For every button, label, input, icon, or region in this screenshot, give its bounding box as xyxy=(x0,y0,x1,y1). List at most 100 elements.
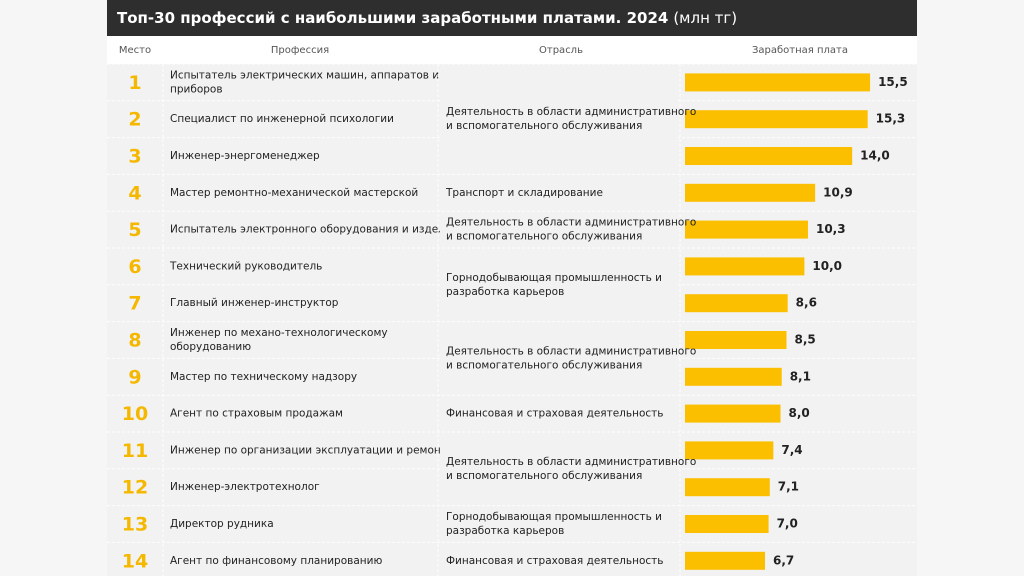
value-label: 8,0 xyxy=(789,406,810,420)
industry-cell xyxy=(440,543,678,576)
industry: Деятельность в области административного… xyxy=(446,217,700,243)
profession: Главный инженер-инструктор xyxy=(170,297,339,309)
value-label: 10,9 xyxy=(823,185,853,199)
rank: 8 xyxy=(128,330,141,352)
value-label: 15,5 xyxy=(878,75,908,89)
value-label: 8,1 xyxy=(790,369,811,383)
column-header: Профессия xyxy=(271,45,329,56)
industry-cell xyxy=(440,506,678,542)
industry: Деятельность в области административного… xyxy=(446,345,700,371)
text-line: Деятельность в области административного xyxy=(446,456,700,468)
profession: Инженер по механо-технологическому обору… xyxy=(170,327,391,353)
text-line: разработка карьеров xyxy=(446,525,564,537)
profession: Испытатель электронного оборудования и и… xyxy=(170,224,459,236)
chart-title: Топ-30 профессий с наибольшими заработны… xyxy=(117,9,668,27)
value-label: 8,5 xyxy=(794,333,815,347)
text-line: и вспомогательного обслуживания xyxy=(446,470,642,482)
industry: Деятельность в области административного… xyxy=(446,106,700,132)
bar xyxy=(685,257,805,276)
industry: Горнодобывающая промышленность и разрабо… xyxy=(446,272,665,298)
profession: Агент по страховым продажам xyxy=(170,408,343,420)
rank: 4 xyxy=(128,182,141,204)
bar xyxy=(685,294,788,313)
profession: Инженер-энергоменеджер xyxy=(170,150,320,162)
value-label: 7,1 xyxy=(778,480,799,494)
bar xyxy=(685,110,868,129)
text-line: и вспомогательного обслуживания xyxy=(446,231,642,243)
text-line: и вспомогательного обслуживания xyxy=(446,120,642,132)
profession: Мастер ремонтно-механической мастерской xyxy=(170,187,418,199)
value-label: 15,3 xyxy=(876,112,906,126)
bar xyxy=(685,404,781,423)
profession: Испытатель электрических машин, аппарато… xyxy=(170,69,442,95)
bar xyxy=(685,73,871,92)
text-line: приборов xyxy=(170,83,223,95)
text-line: Деятельность в области административного xyxy=(446,217,700,229)
chart-title-group: Топ-30 профессий с наибольшими заработны… xyxy=(117,9,737,27)
text-line: и вспомогательного обслуживания xyxy=(446,359,642,371)
text-line: Горнодобывающая промышленность и xyxy=(446,272,665,284)
rank: 11 xyxy=(122,440,148,462)
rank: 12 xyxy=(122,477,148,499)
profession: Инженер-электротехнолог xyxy=(170,481,320,493)
value-label: 10,0 xyxy=(812,259,842,273)
profession: Директор рудника xyxy=(170,518,274,530)
profession: Мастер по техническому надзору xyxy=(170,371,357,383)
industry: Транспорт и складирование xyxy=(445,187,603,199)
rank: 13 xyxy=(122,514,148,536)
bar xyxy=(685,147,853,165)
text-line: разработка карьеров xyxy=(446,286,564,298)
value-label: 8,6 xyxy=(796,296,817,310)
industry-cell xyxy=(440,396,678,431)
text-line: Испытатель электрических машин, аппарато… xyxy=(170,69,442,81)
rank: 1 xyxy=(128,72,141,94)
text-line: Инженер по механо-технологическому xyxy=(170,327,391,339)
industry-cell xyxy=(440,433,678,505)
bar xyxy=(685,551,765,570)
bar xyxy=(685,331,787,349)
text-line: Горнодобывающая промышленность и xyxy=(446,511,665,523)
industry: Горнодобывающая промышленность и разрабо… xyxy=(446,511,665,537)
industry: Финансовая и страховая деятельность xyxy=(446,555,663,567)
rank: 9 xyxy=(128,366,141,388)
value-label: 6,7 xyxy=(773,553,794,567)
column-header: Заработная плата xyxy=(752,45,848,56)
industry-cell xyxy=(440,65,678,174)
profession: Специалист по инженерной психологии xyxy=(170,113,394,125)
bar xyxy=(685,441,774,460)
rank: 5 xyxy=(128,219,141,241)
value-label: 7,4 xyxy=(781,443,802,457)
industry-cell xyxy=(440,212,678,247)
profession: Инженер по организации эксплуатации и ре… xyxy=(170,444,453,456)
value-label: 7,0 xyxy=(777,517,798,531)
text-line: Деятельность в области административного xyxy=(446,345,700,357)
text-line: оборудованию xyxy=(170,341,251,353)
industry: Финансовая и страховая деятельность xyxy=(446,408,663,420)
rank: 10 xyxy=(122,403,148,425)
industry-cell xyxy=(440,322,678,395)
profession: Агент по финансовому планированию xyxy=(170,555,382,567)
header-bar xyxy=(107,0,917,36)
bar xyxy=(685,515,769,533)
rank: 2 xyxy=(128,109,141,131)
industry-cell xyxy=(440,175,678,211)
rank: 6 xyxy=(128,256,141,278)
rank: 3 xyxy=(128,146,141,168)
bar xyxy=(685,183,816,202)
text-line: Деятельность в области административного xyxy=(446,106,700,118)
industry: Деятельность в области административного… xyxy=(446,456,700,482)
rank: 14 xyxy=(122,550,148,572)
column-header: Место xyxy=(119,45,151,56)
value-label: 14,0 xyxy=(860,149,890,163)
column-header: Отрасль xyxy=(539,45,583,56)
industry-cell xyxy=(440,249,678,321)
rank: 7 xyxy=(128,293,141,315)
bar xyxy=(685,220,808,239)
bar xyxy=(685,367,782,386)
profession: Технический руководитель xyxy=(169,260,322,272)
unit: (млн тг) xyxy=(673,9,737,27)
value-label: 10,3 xyxy=(816,222,846,236)
bar xyxy=(685,478,770,497)
